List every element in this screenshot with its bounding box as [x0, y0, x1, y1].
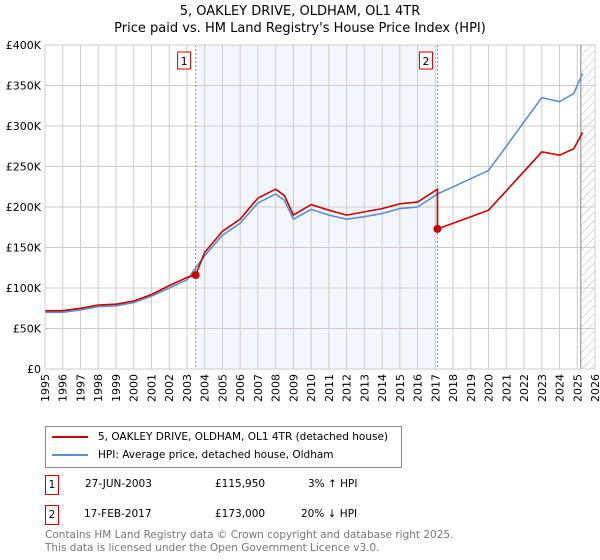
- price-chart: 1995 1996 1997 1998 1999 2000 2001 2002 2003 2004…: [6, 39, 600, 402]
- y-tick-label: £300K: [6, 120, 42, 133]
- licence-text: This data is licensed under the Open Gov…: [45, 542, 380, 554]
- x-tick-label: 2001: [145, 374, 158, 402]
- transaction-date: 17-FEB-2017: [84, 508, 152, 520]
- x-tick-label: 1997: [74, 374, 87, 402]
- x-tick-label: 2015: [394, 374, 407, 402]
- transaction-row: 2 17-FEB-2017 £173,000 20% ↓ HPI: [45, 505, 445, 525]
- x-tick-label: 2017: [429, 374, 442, 402]
- sale-label: 2: [422, 55, 429, 68]
- y-tick-label: £200K: [6, 201, 42, 214]
- transaction-price: £115,950: [215, 478, 266, 490]
- x-tick-label: 2022: [518, 374, 531, 402]
- y-tick-label: £100K: [6, 282, 42, 295]
- sale-point: [191, 271, 200, 280]
- x-tick-label: 2006: [234, 374, 247, 402]
- chart-title: 5, OAKLEY DRIVE, OLDHAM, OL1 4TR: [179, 4, 421, 19]
- x-tick-label: 2020: [483, 374, 496, 402]
- x-tick-label: 2012: [341, 374, 354, 402]
- sale-label: 1: [181, 55, 188, 68]
- transaction-hpi: 3% ↑ HPI: [308, 478, 358, 490]
- y-tick-label: £250K: [6, 161, 42, 174]
- x-tick-label: 2014: [376, 374, 389, 402]
- sale-label-box: [418, 51, 433, 70]
- x-tick-label: 1996: [57, 374, 70, 402]
- transaction-marker: 2: [45, 505, 59, 525]
- chart-subtitle: Price paid vs. HM Land Registry's House …: [114, 21, 486, 36]
- y-tick-label: £150K: [6, 242, 42, 255]
- y-tick-label: £400K: [6, 39, 42, 52]
- x-tick-label: 2000: [128, 374, 141, 402]
- property-price-line: [45, 132, 584, 312]
- x-tick-label: 2004: [199, 374, 212, 402]
- x-tick-label: 2005: [216, 374, 229, 402]
- x-tick-label: 1998: [92, 374, 105, 402]
- copyright-text: Contains HM Land Registry data © Crown c…: [45, 529, 454, 541]
- x-tick-label: 2013: [358, 374, 371, 402]
- sale-label-box: [177, 51, 192, 70]
- sale-point: [433, 224, 442, 233]
- x-tick-label: 2009: [287, 374, 300, 402]
- plot-frame: [44, 44, 596, 370]
- x-tick-label: 2016: [412, 374, 425, 402]
- footer: Contains HM Land Registry data © Crown c…: [45, 529, 453, 555]
- x-tick-label: 2026: [589, 374, 600, 402]
- x-tick-label: 2018: [447, 374, 460, 402]
- transaction-price: £173,000: [215, 508, 266, 520]
- x-tick-label: 2003: [181, 374, 194, 402]
- legend-label: HPI: Average price, detached house, Oldh…: [98, 449, 334, 461]
- transaction-hpi: 20% ↓ HPI: [301, 508, 358, 520]
- x-tick-label: 2007: [252, 374, 265, 402]
- x-tick-label: 1999: [110, 374, 123, 402]
- hpi-line: [45, 73, 584, 314]
- legend-label: 5, OAKLEY DRIVE, OLDHAM, OL1 4TR (detach…: [98, 431, 389, 443]
- legend-item-hpi: HPI: Average price, detached house, Oldh…: [52, 449, 334, 461]
- x-tick-label: 2002: [163, 374, 176, 402]
- y-tick-label: £0: [27, 363, 41, 376]
- x-tick-label: 2023: [536, 374, 549, 402]
- x-tick-label: 1995: [39, 374, 52, 402]
- transaction-date: 27-JUN-2003: [85, 478, 152, 490]
- x-tick-label: 2025: [571, 374, 584, 402]
- y-tick-label: £50K: [13, 323, 42, 336]
- legend-swatch: [52, 454, 88, 456]
- x-tick-label: 2019: [465, 374, 478, 402]
- transaction-marker: 1: [45, 475, 59, 495]
- x-tick-label: 2010: [305, 374, 318, 402]
- x-tick-label: 2011: [323, 374, 336, 402]
- legend-item-property: 5, OAKLEY DRIVE, OLDHAM, OL1 4TR (detach…: [52, 431, 388, 443]
- legend-swatch: [52, 436, 88, 438]
- x-tick-label: 2024: [554, 374, 567, 402]
- y-tick-label: £350K: [6, 80, 42, 93]
- legend: 5, OAKLEY DRIVE, OLDHAM, OL1 4TR (detach…: [45, 426, 402, 468]
- x-tick-label: 2021: [500, 374, 513, 402]
- transaction-row: 1 27-JUN-2003 £115,950 3% ↑ HPI: [45, 475, 445, 495]
- x-tick-label: 2008: [270, 374, 283, 402]
